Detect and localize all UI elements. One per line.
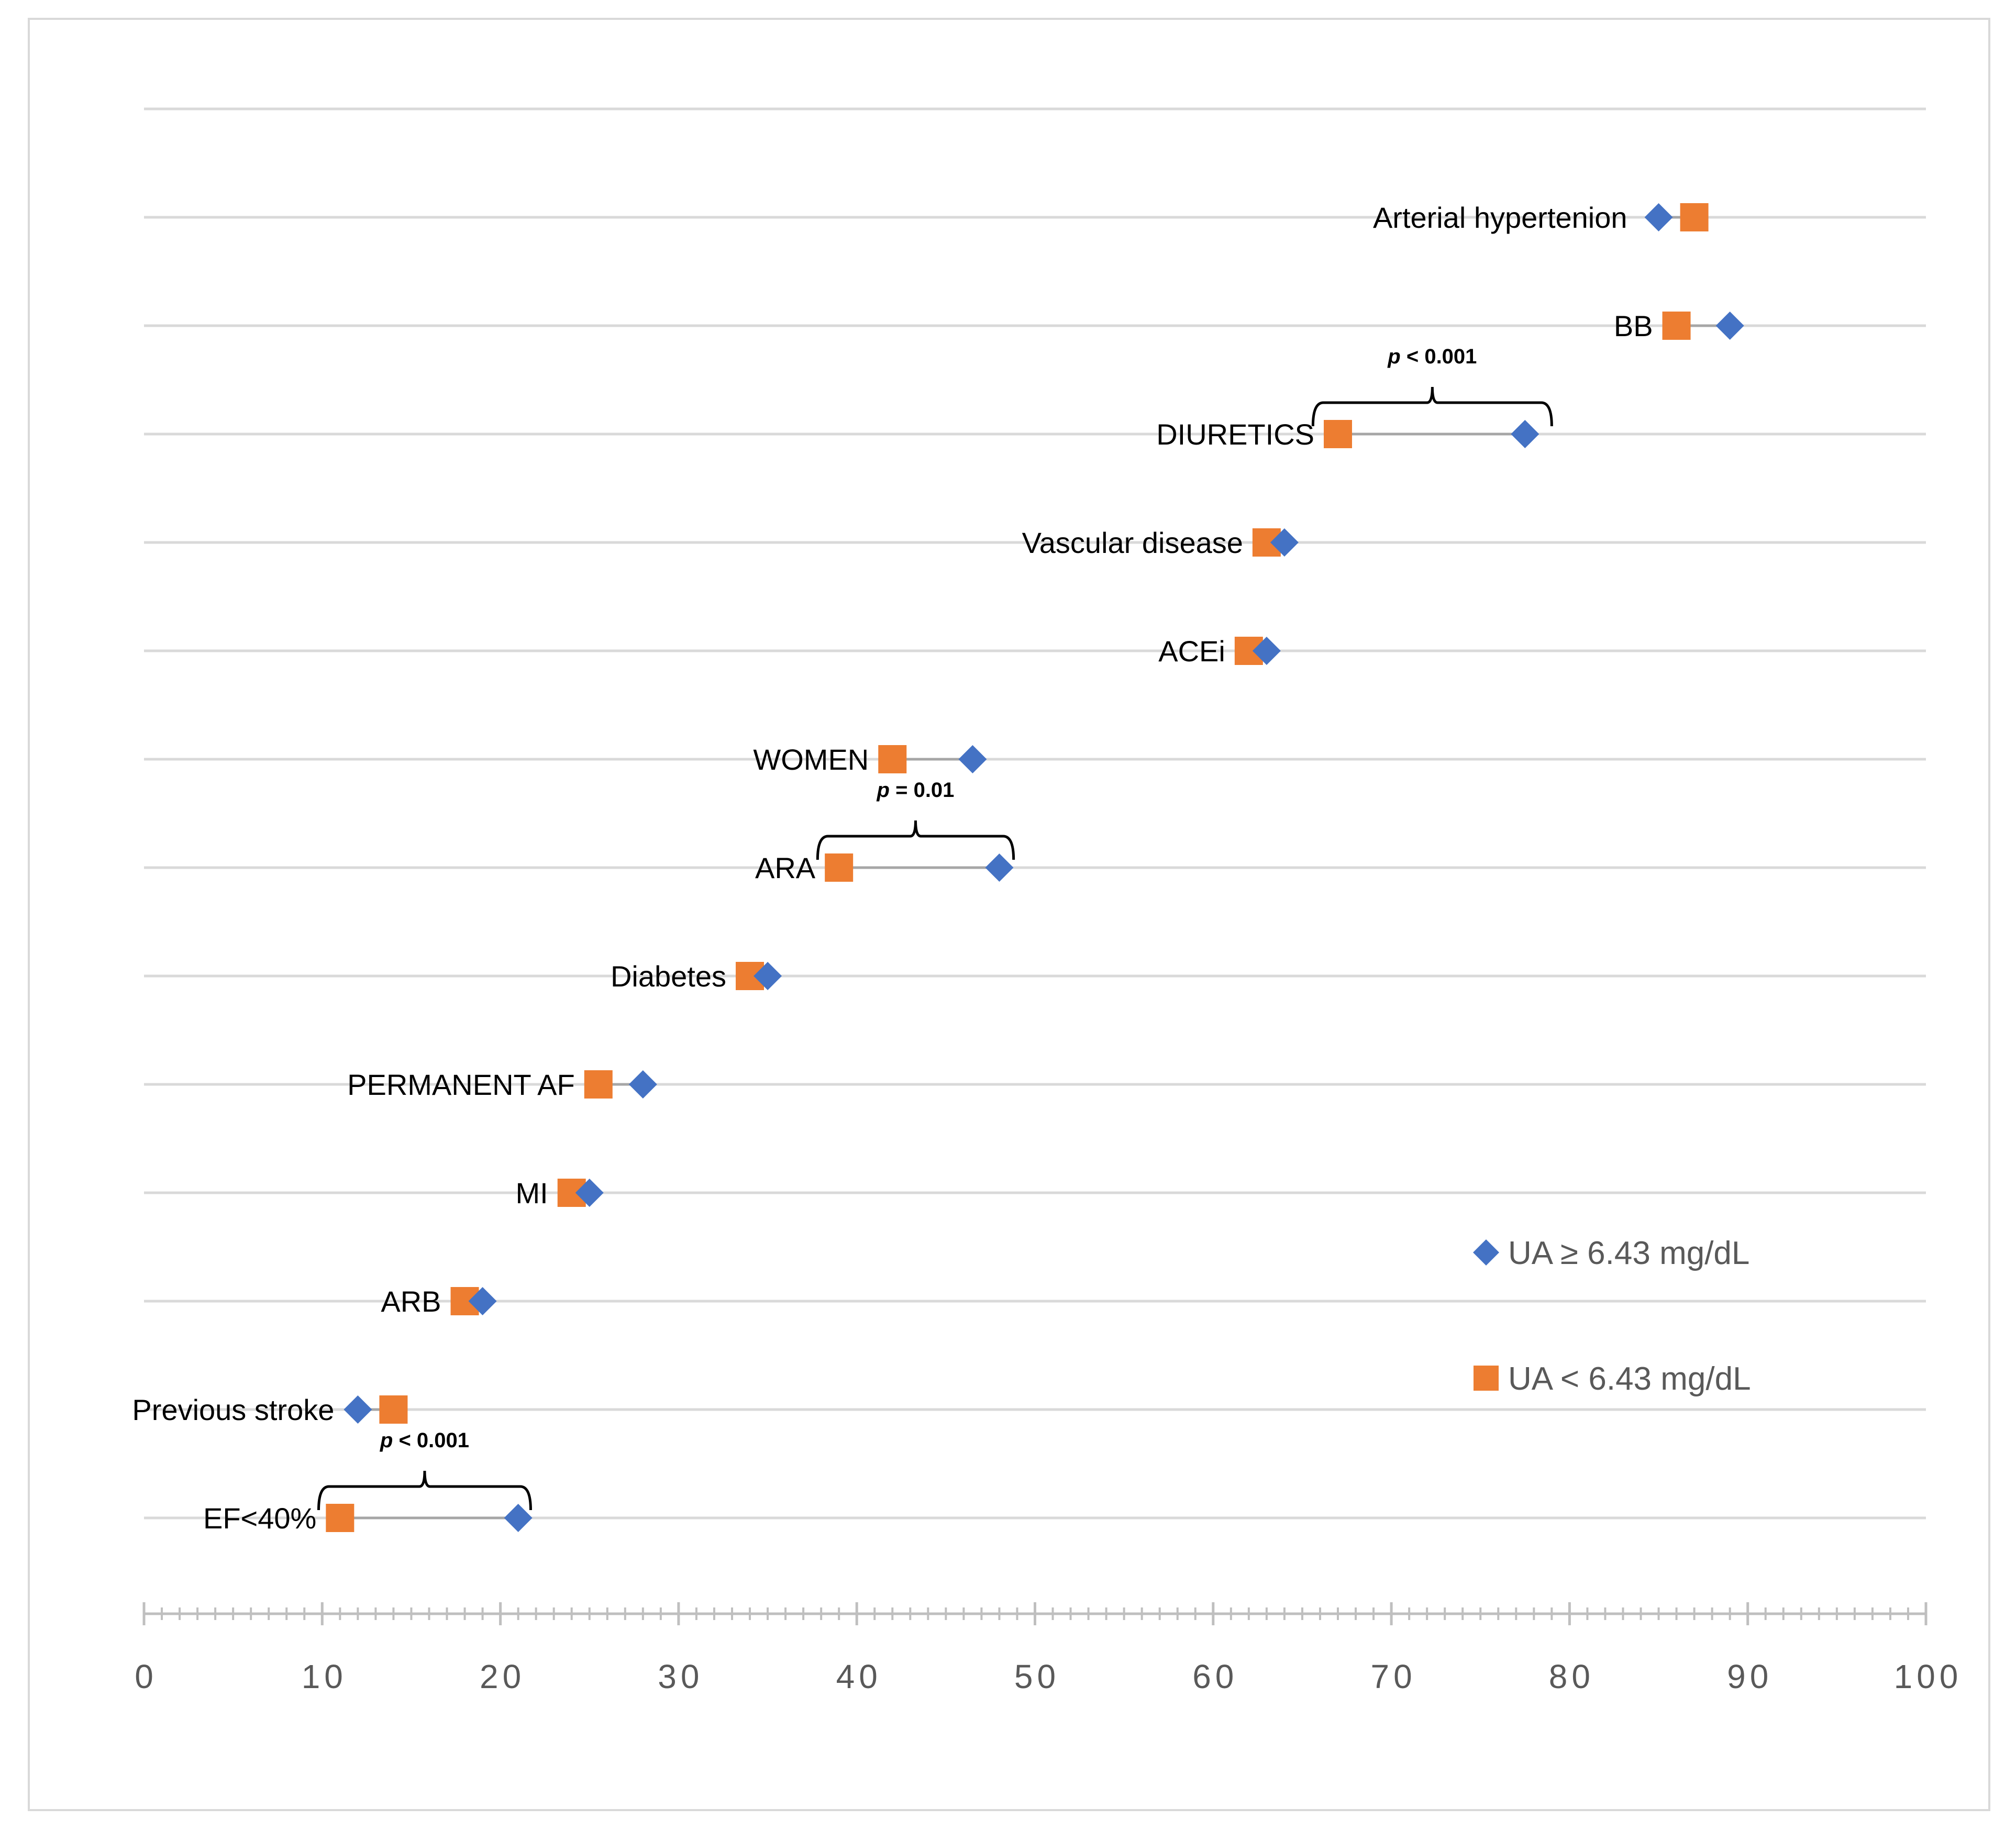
category-label: ACEi (1158, 635, 1225, 668)
significance-bracket (1311, 386, 1553, 427)
category-label: MI (516, 1177, 548, 1210)
x-tick-label: 50 (1014, 1658, 1060, 1695)
x-tick-label: 80 (1549, 1658, 1594, 1695)
x-tick-label: 40 (836, 1658, 882, 1695)
ua-high-point (628, 1070, 657, 1099)
category-label: PERMANENT AF (347, 1068, 575, 1101)
ua-high-point (1252, 637, 1281, 665)
category-label: ARA (755, 851, 816, 884)
x-tick-label: 30 (658, 1658, 703, 1695)
x-tick-label: 60 (1192, 1658, 1238, 1695)
x-tick-label: 20 (480, 1658, 525, 1695)
legend: UA ≥ 6.43 mg/dL UA < 6.43 mg/dL (1473, 1235, 1751, 1397)
ua-low-point (326, 1504, 355, 1532)
x-tick-label: 100 (1894, 1658, 1963, 1695)
category-labels: Arterial hypertenion BB DIURETICS Vascular … (132, 201, 1653, 1535)
category-label: EF<40% (203, 1502, 316, 1535)
ua-high-point (958, 745, 987, 773)
category-label: DIURETICS (1156, 418, 1314, 451)
category-label: Previous stroke (132, 1393, 334, 1426)
significance-bracket (317, 1470, 532, 1511)
legend-ua-low-label: UA < 6.43 mg/dL (1508, 1361, 1751, 1397)
p-value-label: p < 0.001 (1387, 345, 1477, 368)
ua-low-point (1324, 420, 1353, 448)
category-label: Vascular disease (1022, 526, 1243, 559)
marker-layer (326, 203, 1744, 1532)
category-label: WOMEN (753, 743, 869, 776)
legend-ua-low-marker (1474, 1366, 1499, 1391)
category-label: Diabetes (611, 960, 726, 993)
ua-low-point (1680, 203, 1709, 231)
ua-high-point (754, 962, 782, 990)
category-label: Arterial hypertenion (1373, 201, 1627, 234)
category-label: ARB (381, 1285, 441, 1318)
x-tick-label: 90 (1727, 1658, 1773, 1695)
p-value-label: p = 0.01 (877, 779, 955, 802)
ua-high-point (985, 853, 1014, 882)
ua-high-point (1715, 312, 1744, 340)
significance-bracket (816, 820, 1015, 860)
legend-ua-high-label: UA ≥ 6.43 mg/dL (1508, 1235, 1749, 1271)
ua-high-point (575, 1179, 604, 1207)
p-value-label: p < 0.001 (380, 1429, 469, 1452)
ua-high-point (344, 1395, 372, 1424)
x-tick-label: 0 (135, 1658, 158, 1695)
x-tick-label: 70 (1371, 1658, 1416, 1695)
significance-brackets: p < 0.001 p = 0.01 p < 0.001 (317, 345, 1553, 1511)
ua-high-point (1511, 420, 1539, 448)
ua-high-point (1644, 203, 1673, 231)
ua-low-point (584, 1070, 613, 1099)
ua-low-point (878, 745, 907, 773)
x-tick-label: 10 (302, 1658, 347, 1695)
ua-high-point (504, 1504, 533, 1532)
ua-low-point (379, 1395, 408, 1424)
ua-low-point (1662, 312, 1691, 340)
x-axis: 0 10 20 30 40 50 60 70 80 90 100 (135, 1602, 1963, 1695)
ua-high-point (468, 1287, 497, 1315)
legend-ua-high-marker (1473, 1239, 1499, 1266)
ua-low-point (825, 853, 854, 882)
category-label: BB (1614, 309, 1653, 342)
ua-high-point (1270, 528, 1299, 557)
